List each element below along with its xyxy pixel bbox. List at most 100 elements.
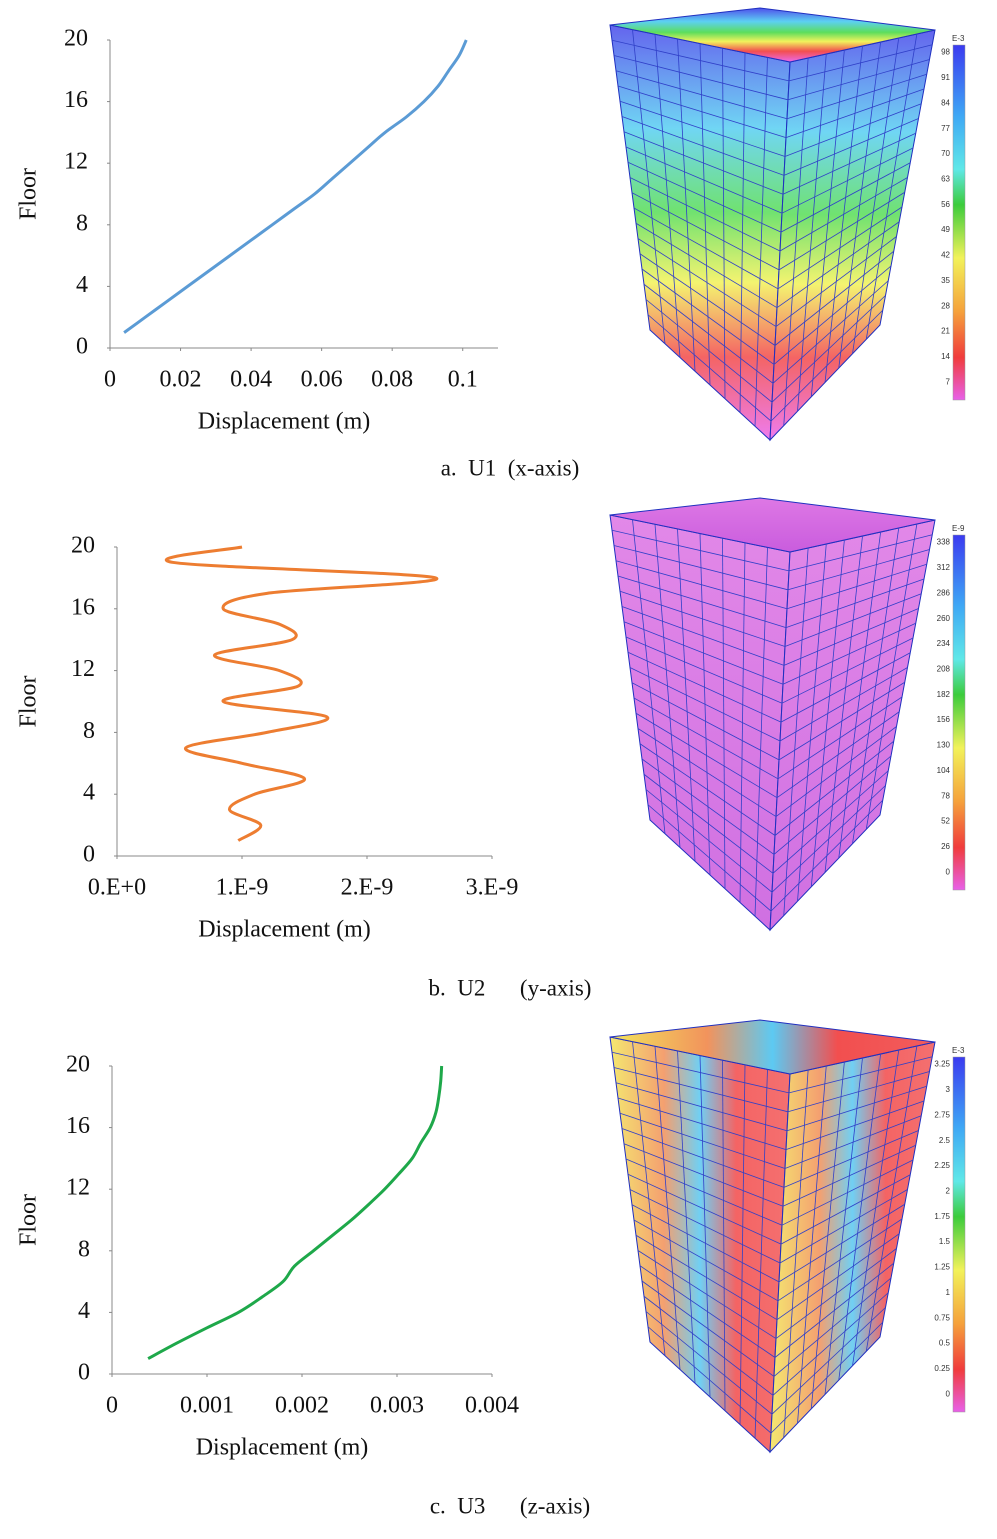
x-tick-label: 0.E+0 — [88, 875, 146, 901]
building-face — [609, 1019, 936, 1075]
legend-tick-label: 26 — [941, 842, 950, 851]
y-tick-label: 8 — [78, 1236, 90, 1262]
column-line — [852, 527, 900, 844]
legend-tick-label: 70 — [941, 149, 950, 158]
column-line — [824, 45, 863, 383]
column-line — [865, 1045, 918, 1352]
y-tick-label: 16 — [64, 87, 88, 113]
column-line — [754, 1069, 768, 1439]
y-tick-label: 20 — [66, 1052, 90, 1078]
y-tick-label: 4 — [78, 1298, 90, 1324]
x-axis-label: Displacement (m) — [198, 917, 371, 943]
x-tick-label: 0.003 — [370, 1393, 424, 1419]
legend-tick-label: 2.75 — [934, 1110, 950, 1119]
building-face — [609, 24, 791, 442]
legend-tick-label: 2.5 — [939, 1136, 951, 1145]
legend-tick-label: 14 — [941, 352, 950, 361]
x-tick-label: 2.E-9 — [341, 875, 394, 901]
x-tick-label: 0.06 — [301, 367, 343, 393]
column-line — [810, 1061, 845, 1409]
x-tick-label: 0.1 — [448, 367, 478, 393]
column-line — [810, 539, 845, 887]
legend-unit: E-9 — [952, 524, 965, 533]
legend-tick-label: 338 — [937, 538, 951, 547]
legend-tick-label: 208 — [937, 665, 951, 674]
legend-tick-label: 78 — [941, 791, 950, 800]
column-line — [852, 37, 900, 354]
column-line — [677, 1050, 696, 1384]
y-tick-label: 0 — [78, 1360, 90, 1386]
y-tick-label: 8 — [76, 210, 88, 236]
legend-tick-label: 49 — [941, 225, 950, 234]
legend-tick-label: 0 — [946, 867, 951, 876]
building-face — [609, 514, 791, 932]
legend-tick-label: 1 — [946, 1288, 951, 1297]
legend-tick-label: 28 — [941, 301, 950, 310]
legend-tick-label: 56 — [941, 200, 950, 209]
column-line — [739, 52, 746, 413]
column-line — [677, 528, 696, 862]
legend-tick-label: 3 — [946, 1085, 951, 1094]
x-tick-label: 0 — [104, 367, 116, 393]
legend-tick-label: 156 — [937, 715, 951, 724]
column-line — [632, 519, 666, 834]
column-line — [797, 1065, 827, 1424]
column-line — [783, 547, 809, 916]
building-face — [769, 519, 936, 932]
y-tick-label: 16 — [71, 594, 95, 620]
legend-tick-label: 2.25 — [934, 1161, 950, 1170]
y-tick-label: 16 — [66, 1113, 90, 1139]
legend-bar — [952, 1056, 966, 1413]
legend-tick-label: 52 — [941, 817, 950, 826]
legend-tick-label: 42 — [941, 251, 950, 260]
legend-tick-label: 0.75 — [934, 1313, 950, 1322]
column-line — [654, 34, 681, 358]
column-line — [754, 57, 768, 427]
legend-tick-label: 286 — [937, 588, 951, 597]
legend-tick-label: 1.25 — [934, 1263, 950, 1272]
column-line — [810, 49, 845, 397]
column-line — [797, 543, 827, 902]
y-tick-label: 8 — [83, 718, 95, 744]
legend-tick-label: 1.75 — [934, 1212, 950, 1221]
legend-tick-label: 21 — [941, 327, 950, 336]
x-axis-label: Displacement (m) — [198, 409, 371, 435]
y-tick-label: 0 — [76, 334, 88, 360]
caption: b. U2 (y-axis) — [429, 975, 592, 1000]
column-line — [838, 531, 882, 859]
y-tick-label: 20 — [64, 26, 88, 52]
y-axis-label: Floor — [16, 675, 42, 727]
legend-tick-label: 182 — [937, 690, 951, 699]
x-tick-label: 0.004 — [465, 1393, 519, 1419]
column-line — [632, 1041, 666, 1356]
building-render — [609, 1019, 936, 1454]
data-line — [123, 39, 468, 334]
building-face — [609, 1036, 791, 1454]
column-line — [722, 48, 726, 399]
y-tick-label: 4 — [76, 272, 88, 298]
legend-tick-label: 35 — [941, 276, 950, 285]
legend-tick-label: 7 — [946, 377, 951, 386]
x-tick-label: 3.E-9 — [466, 875, 519, 901]
column-line — [754, 547, 768, 917]
x-tick-label: 0.002 — [275, 1393, 329, 1419]
column-line — [783, 1069, 809, 1438]
column-line — [699, 533, 711, 876]
column-line — [699, 1055, 711, 1398]
building-render — [609, 7, 936, 442]
legend-tick-label: 0.5 — [939, 1339, 951, 1348]
legend-tick-label: 0 — [946, 1389, 951, 1398]
column-line — [654, 1046, 681, 1370]
legend-tick-label: 0.25 — [934, 1364, 950, 1373]
column-line — [824, 535, 863, 873]
data-line — [147, 1065, 444, 1360]
legend-bar — [952, 44, 966, 401]
building-face — [609, 7, 936, 63]
legend-unit: E-3 — [952, 34, 965, 43]
column-line — [852, 1049, 900, 1366]
column-line — [722, 1060, 726, 1411]
x-axis-label: Displacement (m) — [196, 1435, 369, 1461]
legend-tick-label: 104 — [937, 766, 951, 775]
legend-bar — [952, 534, 966, 891]
x-tick-label: 0.02 — [160, 367, 202, 393]
